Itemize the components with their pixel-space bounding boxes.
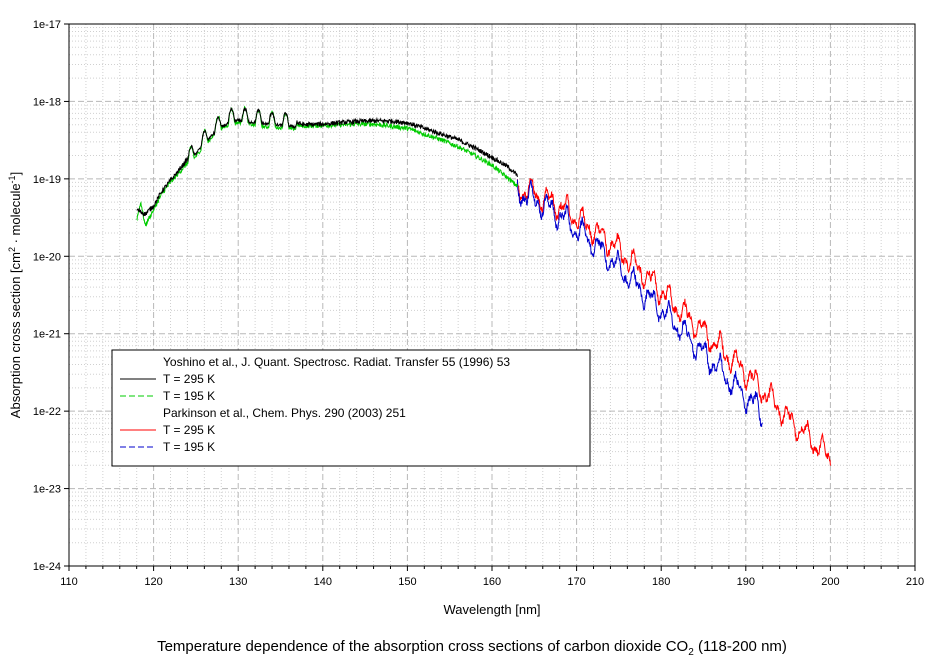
series-layer xyxy=(136,105,831,466)
y-axis-ticks: 1e-17 1e-18 1e-19 1e-20 1e-21 1e-22 1e-23 1e-24 xyxy=(33,19,69,573)
series-line xyxy=(136,106,518,218)
x-tick-label: 190 xyxy=(737,576,755,588)
y-tick-label: 1e-24 xyxy=(33,561,61,573)
caption-subscript: 2 xyxy=(688,647,694,658)
x-tick-label: 150 xyxy=(398,576,416,588)
x-tick-label: 200 xyxy=(821,576,839,588)
series-line xyxy=(136,105,518,227)
legend-label: T = 295 K xyxy=(163,423,215,437)
y-tick-label: 1e-19 xyxy=(33,174,61,186)
y-tick-label: 1e-23 xyxy=(33,484,61,496)
caption-main: Temperature dependence of the absorption… xyxy=(157,638,689,655)
x-tick-label: 110 xyxy=(60,576,78,588)
x-tick-label: 130 xyxy=(229,576,247,588)
x-tick-label: 170 xyxy=(567,576,585,588)
y-axis-label-prefix: Absorption cross section [cm xyxy=(8,252,23,418)
series-line xyxy=(516,177,831,466)
y-axis-label-suffix: ] xyxy=(8,172,23,176)
y-axis-label: Absorption cross section [cm2 · molecule… xyxy=(7,172,23,418)
legend-label: Yoshino et al., J. Quant. Spectrosc. Rad… xyxy=(163,355,510,369)
y-tick-label: 1e-21 xyxy=(33,329,61,341)
legend-box xyxy=(111,349,591,467)
series-line xyxy=(516,179,763,427)
x-tick-label: 120 xyxy=(144,576,162,588)
x-tick-label: 140 xyxy=(314,576,332,588)
x-axis-ticks: 110 120 130 140 150 160 170 180 190 200 210 xyxy=(60,566,924,588)
x-axis-label: Wavelength [nm] xyxy=(443,602,540,617)
legend-label: T = 195 K xyxy=(163,440,215,454)
legend-label: T = 295 K xyxy=(163,372,215,386)
figure-caption: Temperature dependence of the absorption… xyxy=(0,638,944,658)
x-tick-label: 210 xyxy=(906,576,924,588)
y-tick-label: 1e-18 xyxy=(33,96,61,108)
legend-label: Parkinson et al., Chem. Phys. 290 (2003)… xyxy=(163,406,406,420)
x-tick-label: 160 xyxy=(483,576,501,588)
legend: Yoshino et al., J. Quant. Spectrosc. Rad… xyxy=(111,349,591,467)
y-tick-label: 1e-17 xyxy=(33,19,61,31)
y-axis-label-sup2: -1 xyxy=(7,175,17,183)
y-axis-label-sup1: 2 xyxy=(7,247,17,252)
y-axis-label-middle: · molecule xyxy=(8,183,23,247)
y-tick-label: 1e-20 xyxy=(33,251,61,263)
legend-label: T = 195 K xyxy=(163,389,215,403)
caption-tail: (118-200 nm) xyxy=(693,638,787,655)
x-tick-label: 180 xyxy=(652,576,670,588)
y-tick-label: 1e-22 xyxy=(33,406,61,418)
